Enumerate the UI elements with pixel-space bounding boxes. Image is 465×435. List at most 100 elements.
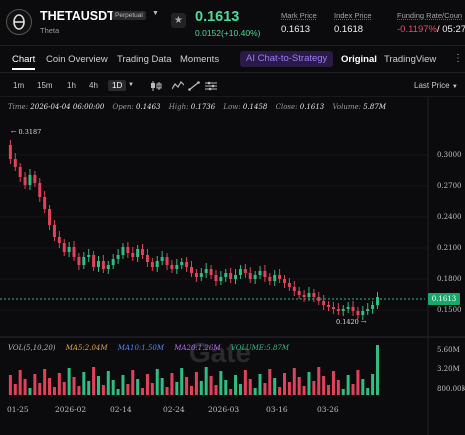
- candle-body: [77, 257, 81, 265]
- chevron-down-icon: ▼: [451, 84, 458, 90]
- volume-bar: [361, 379, 365, 395]
- tab-chart[interactable]: Chart: [12, 54, 36, 65]
- volume-bar: [248, 379, 252, 395]
- volume-bar: [48, 378, 52, 395]
- tab-trading-data[interactable]: Trading Data: [117, 54, 172, 65]
- volume-bar: [92, 367, 96, 395]
- vol-y-label: 800.00K: [437, 385, 465, 393]
- candle-body: [145, 255, 149, 262]
- candle-body: [234, 275, 238, 279]
- candle-body: [18, 167, 22, 177]
- candle-body: [160, 257, 164, 261]
- drawing-icon[interactable]: [188, 81, 200, 91]
- y-label: 0.1800: [437, 275, 462, 283]
- candle-body: [185, 262, 189, 267]
- current-price-tag: 0.1613: [428, 293, 460, 305]
- volume-bar: [106, 371, 110, 395]
- candle-body: [150, 262, 154, 267]
- candle-body: [165, 257, 169, 265]
- volume-bar: [160, 378, 164, 395]
- timeframe-1m[interactable]: 1m: [13, 81, 25, 90]
- volume-bar: [287, 382, 291, 395]
- index-price-value: 0.1618: [334, 24, 364, 35]
- tab-ai-chat-to-strategy[interactable]: AI Chat-to-Strategy: [240, 51, 334, 67]
- pair-title[interactable]: THETAUSDT: [40, 9, 115, 23]
- more-icon[interactable]: ⋮: [453, 53, 463, 64]
- volume-bar: [214, 385, 218, 395]
- x-label: 01-25: [7, 405, 29, 414]
- vol-y-label: 3.20M: [437, 365, 460, 373]
- candle-body: [229, 273, 233, 279]
- volume-bar: [302, 386, 306, 395]
- timeframe-15m[interactable]: 15m: [37, 81, 53, 90]
- volume-bar: [62, 382, 66, 395]
- volume-bar: [351, 384, 355, 395]
- low-marker: 0.1420 →: [336, 318, 367, 326]
- volume-bar: [366, 388, 370, 395]
- volume-bar: [67, 368, 71, 395]
- candle-body: [371, 305, 375, 309]
- candlestick-icon[interactable]: [150, 81, 162, 91]
- low-label: Low:: [223, 103, 241, 111]
- price-mode-select[interactable]: Last Price ▼: [414, 81, 458, 90]
- volume-bar: [297, 377, 301, 395]
- volume-bar: [33, 374, 37, 395]
- candle-body: [214, 275, 218, 281]
- mark-price-label[interactable]: Mark Price: [281, 11, 317, 20]
- volume-bar: [57, 373, 61, 395]
- volume-bar: [155, 369, 159, 395]
- volume-bar: [72, 377, 76, 395]
- chart-grid: [0, 154, 428, 311]
- volume-bar: [116, 389, 120, 395]
- funding-rate-label[interactable]: Funding Rate/Coun: [397, 11, 463, 20]
- timeframe-1h[interactable]: 1h: [67, 81, 76, 90]
- candle-body: [263, 271, 267, 277]
- chevron-down-icon[interactable]: ▼: [152, 10, 159, 17]
- volume-bar: [263, 383, 267, 395]
- indicator-icon[interactable]: [172, 81, 184, 91]
- x-label: 03-16: [266, 405, 288, 414]
- volume-bar: [224, 380, 228, 395]
- candlestick-chart[interactable]: Gate: [0, 97, 465, 435]
- volume-bar: [238, 384, 242, 395]
- volume-bar: [258, 374, 262, 395]
- settings-icon[interactable]: [205, 81, 217, 91]
- candle-body: [297, 291, 301, 295]
- close-value: 0.1613: [299, 103, 325, 111]
- candle-body: [101, 261, 105, 269]
- candle-body: [248, 273, 252, 279]
- timeframe-4h[interactable]: 4h: [89, 81, 98, 90]
- volume-bar: [101, 385, 105, 395]
- volume-bar: [331, 371, 335, 395]
- time-value: 2026-04-04 06:00:00: [30, 103, 105, 111]
- tab-original[interactable]: Original: [341, 54, 377, 65]
- tab-coin-overview[interactable]: Coin Overview: [46, 54, 108, 65]
- candle-body: [238, 269, 242, 275]
- y-label: 0.2700: [437, 182, 462, 190]
- volume-bar: [180, 368, 184, 395]
- ma10-label: MA10:: [117, 344, 142, 352]
- tab-tradingview[interactable]: TradingView: [384, 54, 437, 65]
- volume-bar: [87, 381, 91, 395]
- candle-body: [62, 243, 66, 252]
- candle-body: [48, 209, 52, 225]
- divider: [0, 45, 465, 46]
- candle-body: [336, 309, 340, 311]
- active-tab-indicator: [12, 68, 35, 70]
- index-price-label[interactable]: Index Price: [334, 11, 372, 20]
- timeframe-1d[interactable]: 1D: [108, 80, 127, 91]
- candle-body: [351, 307, 355, 311]
- tab-moments[interactable]: Moments: [180, 54, 220, 65]
- open-value: 0.1463: [136, 103, 161, 111]
- star-icon[interactable]: ★: [171, 13, 186, 28]
- candle-body: [121, 247, 125, 255]
- ma20-label: MA20:: [174, 344, 198, 352]
- candle-body: [126, 247, 130, 253]
- candle-body: [92, 255, 96, 267]
- ma5-value: 2.04M: [84, 344, 108, 352]
- candle-body: [243, 269, 247, 273]
- timeframe-dropdown-icon[interactable]: ▼: [128, 82, 134, 88]
- candle-body: [87, 255, 91, 257]
- volume-bar: [121, 375, 125, 395]
- volume-bar: [52, 387, 56, 395]
